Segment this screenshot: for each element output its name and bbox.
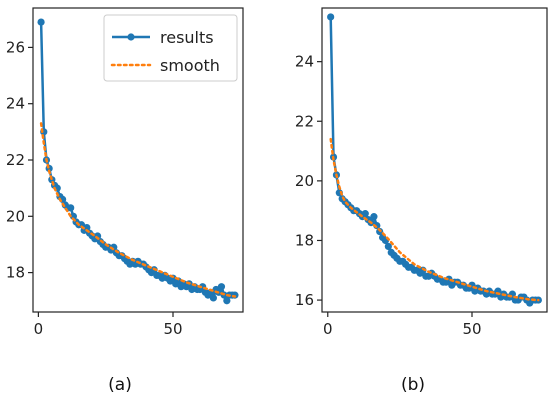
y-tick-label: 24 [6, 95, 25, 113]
legend-label-smooth: smooth [160, 56, 220, 75]
legend: results smooth [103, 14, 238, 82]
results-point [384, 242, 392, 251]
panel-b: 16 18 20 22 24 0 50 (b) [295, 7, 548, 395]
x-tick-label: 0 [323, 320, 333, 338]
results-point [37, 18, 45, 26]
results-point [223, 297, 231, 305]
y-tick-label: 22 [295, 112, 314, 130]
y-tick-label: 20 [6, 207, 25, 225]
results-point [370, 213, 378, 221]
legend-label-results: results [160, 28, 214, 47]
results-point [69, 212, 77, 220]
results-point [327, 13, 335, 21]
results-point [67, 204, 75, 212]
legend-results-marker [127, 33, 135, 41]
y-tick-label: 20 [295, 172, 314, 190]
x-tick-label: 0 [34, 320, 44, 338]
x-tick-label: 50 [163, 320, 182, 338]
smooth-line [39, 122, 237, 298]
results-point [209, 294, 217, 302]
panel-caption: (b) [401, 375, 425, 395]
x-tick-label: 50 [462, 320, 481, 338]
results-point [83, 223, 91, 232]
y-tick-label: 22 [6, 151, 25, 169]
y-tick-label: 18 [295, 231, 314, 249]
results-point [217, 283, 226, 291]
y-tick-label: 16 [295, 291, 314, 309]
smooth-line [329, 137, 540, 302]
y-tick-label: 26 [6, 38, 25, 56]
results-point [361, 210, 369, 218]
panel-a: 18 20 22 24 26 0 50 (a) [6, 7, 244, 395]
axes-frame [321, 7, 548, 313]
y-tick-label: 18 [6, 264, 25, 282]
results-line [329, 16, 539, 305]
panel-caption: (a) [108, 375, 132, 395]
y-tick-label: 24 [295, 53, 314, 71]
